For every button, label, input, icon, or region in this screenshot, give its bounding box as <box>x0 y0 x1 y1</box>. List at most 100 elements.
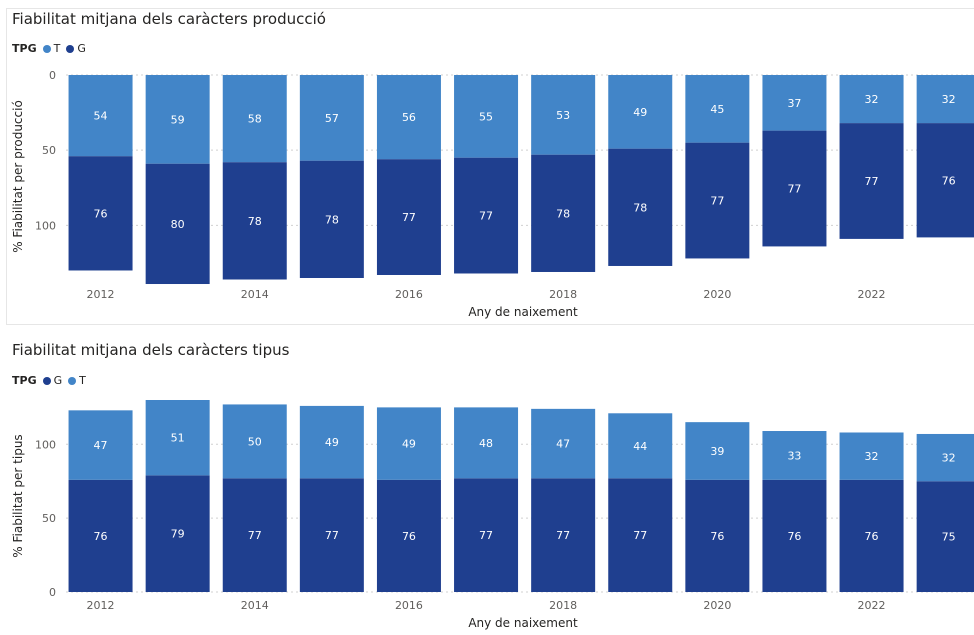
data-label: 44 <box>633 440 647 453</box>
bar-segment-g <box>531 154 596 272</box>
x-tick-label: 2014 <box>241 288 269 301</box>
bar-segment-t <box>839 432 904 480</box>
data-label: 51 <box>171 432 185 445</box>
legend-title: TPG <box>12 374 37 387</box>
legend-item-t[interactable]: T <box>68 374 86 387</box>
bar-segment-g <box>454 157 519 274</box>
x-tick-label: 2014 <box>241 599 269 612</box>
data-label: 77 <box>479 529 493 542</box>
bar-segment-t <box>299 405 364 479</box>
data-label: 39 <box>710 445 724 458</box>
legend: TPG G T <box>12 374 92 387</box>
data-label: 76 <box>942 174 956 187</box>
bar-segment-t <box>145 75 210 164</box>
bar-segment-t <box>685 75 750 143</box>
data-label: 78 <box>325 213 339 226</box>
bar-segment-t <box>916 75 974 124</box>
legend-label: T <box>79 374 86 387</box>
data-label: 76 <box>787 530 801 543</box>
bar-segment-t <box>454 75 519 158</box>
legend-label: G <box>53 374 63 387</box>
bar-segment-t <box>454 407 519 479</box>
y-tick-label: 100 <box>35 438 56 451</box>
data-label: 76 <box>710 530 724 543</box>
y-tick-label: 100 <box>35 219 56 232</box>
bar-segment-t <box>685 422 750 480</box>
data-label: 77 <box>865 175 879 188</box>
bar-segment-g <box>299 160 364 278</box>
x-tick-label: 2012 <box>87 288 115 301</box>
data-label: 58 <box>248 113 262 126</box>
y-axis-title: % Fiabilitat per producció <box>11 100 25 253</box>
data-label: 32 <box>865 450 879 463</box>
legend-item-g[interactable]: G <box>42 374 63 387</box>
bar-segment-t <box>531 75 596 155</box>
data-label: 77 <box>633 529 647 542</box>
data-label: 76 <box>94 530 108 543</box>
x-tick-label: 2018 <box>549 288 577 301</box>
bar-segment-g <box>145 163 210 285</box>
legend-item-g[interactable]: G <box>66 42 86 55</box>
legend-dot-icon <box>68 376 77 385</box>
data-label: 32 <box>942 452 956 465</box>
bar-segment-g <box>376 159 441 275</box>
data-label: 77 <box>710 195 724 208</box>
bar-segment-g <box>531 478 596 592</box>
legend-title: TPG <box>12 42 37 55</box>
data-label: 47 <box>556 438 570 451</box>
bar-segment-t <box>531 408 596 479</box>
bar-segment-t <box>376 407 441 480</box>
data-label: 33 <box>787 449 801 462</box>
data-label: 55 <box>479 110 493 123</box>
y-axis-title: % Fiabilitat per tipus <box>11 434 25 557</box>
bar-segment-g <box>685 479 750 592</box>
bar-segment-t <box>145 400 210 476</box>
x-tick-label: 2016 <box>395 599 423 612</box>
bar-segment-g <box>68 479 133 592</box>
data-label: 32 <box>942 93 956 106</box>
bar-segment-t <box>762 75 827 131</box>
x-tick-label: 2020 <box>703 599 731 612</box>
data-label: 50 <box>248 435 262 448</box>
bar-segment-g <box>916 123 974 238</box>
chart-panel-type: Fiabilitat mitjana dels caràcters tipus … <box>0 335 974 635</box>
x-tick-label: 2012 <box>87 599 115 612</box>
bar-segment-g <box>145 475 210 592</box>
data-label: 76 <box>94 207 108 220</box>
bar-segment-g <box>222 162 287 280</box>
x-tick-label: 2020 <box>703 288 731 301</box>
bar-segment-g <box>839 479 904 592</box>
bar-segment-t <box>68 410 133 480</box>
y-tick-label: 50 <box>42 144 56 157</box>
bar-segment-g <box>685 142 750 259</box>
bar-segment-g <box>762 130 827 247</box>
data-label: 78 <box>556 207 570 220</box>
data-label: 37 <box>787 97 801 110</box>
data-label: 59 <box>171 113 185 126</box>
data-label: 77 <box>248 529 262 542</box>
data-label: 77 <box>402 211 416 224</box>
x-axis-title: Any de naixement <box>468 616 578 630</box>
data-label: 77 <box>556 529 570 542</box>
stacked-bar-chart-production: 0 50 100 54 76 2012 59 80 58 78 2014 57 78 56 77 2016 55… <box>11 69 974 319</box>
data-label: 32 <box>865 93 879 106</box>
chart-title: Fiabilitat mitjana dels caràcters produc… <box>12 10 326 28</box>
data-label: 47 <box>94 439 108 452</box>
data-label: 57 <box>325 112 339 125</box>
data-label: 80 <box>171 218 185 231</box>
chart-title: Fiabilitat mitjana dels caràcters tipus <box>12 341 290 359</box>
x-tick-label: 2016 <box>395 288 423 301</box>
data-label: 49 <box>402 438 416 451</box>
x-tick-label: 2022 <box>858 288 886 301</box>
bar-segment-g <box>608 478 673 592</box>
bar-segment-g <box>454 478 519 592</box>
data-label: 77 <box>325 529 339 542</box>
legend-dot-icon <box>42 44 51 53</box>
legend-label: T <box>53 42 61 55</box>
legend-label: G <box>77 42 86 55</box>
legend-item-t[interactable]: T <box>42 42 61 55</box>
panel-frame <box>6 8 974 325</box>
data-label: 49 <box>325 436 339 449</box>
bar-segment-g <box>608 148 673 266</box>
y-tick-label: 0 <box>49 586 56 599</box>
